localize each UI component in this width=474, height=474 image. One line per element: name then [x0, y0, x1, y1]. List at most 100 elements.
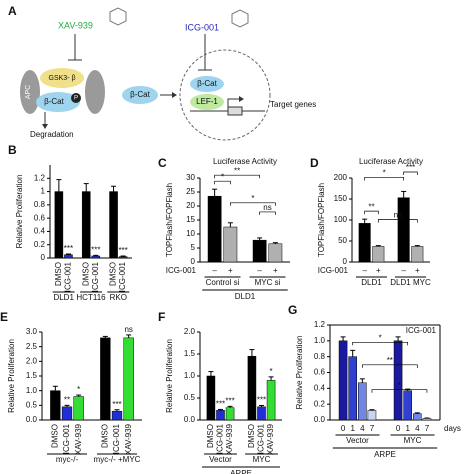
bar-label: – — [401, 266, 406, 275]
bar — [372, 246, 385, 263]
y-tick-label: 1.0 — [314, 336, 326, 345]
panel-letter: G — [288, 303, 297, 317]
bar — [50, 390, 61, 421]
bar — [268, 243, 283, 263]
significance: *** — [216, 400, 225, 409]
significance: *** — [225, 396, 234, 405]
y-tick-label: 200 — [334, 173, 348, 182]
y-tick-label: 100 — [334, 215, 348, 224]
y-tick-label: 0.4 — [34, 227, 46, 236]
bcat-shape — [122, 86, 158, 104]
bar-label: 1 — [405, 424, 410, 433]
x-axis-label: days — [444, 424, 461, 433]
y-tick-label: 0.8 — [314, 352, 326, 361]
y-tick-label: 3.0 — [26, 327, 38, 336]
bar-label: XAV-939 — [225, 423, 234, 455]
bracket — [214, 180, 231, 185]
bracket-label: ** — [368, 202, 374, 211]
bar-label: ICG-001 — [64, 261, 73, 292]
bar — [54, 191, 64, 259]
bar — [411, 246, 424, 263]
group-label: MYC — [404, 436, 422, 445]
bar-label: XAV-939 — [124, 423, 133, 455]
significance: *** — [64, 244, 73, 253]
y-tick-label: 1 — [41, 187, 46, 196]
bar-label: – — [257, 266, 262, 275]
bracket-label: * — [398, 381, 401, 390]
bcat-label: β-Cat — [44, 97, 64, 106]
y-tick-label: 25 — [186, 187, 195, 196]
y-tick-label: 0 — [41, 253, 46, 262]
group-label: DLD1 — [361, 278, 382, 287]
y-tick-label: 1.0 — [26, 386, 38, 395]
bracket — [361, 364, 418, 368]
bracket — [364, 177, 405, 181]
bar-label: DMSO — [206, 424, 215, 448]
significance: ** — [64, 395, 70, 404]
gsk-label: GSK3- β — [49, 75, 76, 82]
bar-label: + — [228, 266, 233, 275]
y-axis-label: TOPFlash/FOPFlash — [165, 183, 174, 257]
significance: ns — [124, 325, 132, 334]
y-tick-label: 0 — [343, 257, 348, 266]
phospho-label: P — [74, 96, 78, 102]
bar — [81, 191, 91, 259]
bar — [111, 410, 123, 421]
bar-label: ICG-001 — [62, 423, 71, 454]
bar-label: DMSO — [81, 262, 90, 286]
bracket — [377, 219, 418, 223]
chart-title: Luciferase Activity — [213, 157, 277, 166]
y-tick-label: 0.6 — [314, 368, 326, 377]
target-label: Target genes — [270, 100, 316, 109]
bracket — [364, 210, 379, 215]
significance: *** — [91, 245, 100, 254]
molecule — [109, 7, 127, 26]
bar-label: 7 — [425, 424, 430, 433]
nucleus — [179, 49, 271, 141]
bracket-label: ns — [394, 211, 402, 220]
y-tick-label: 30 — [186, 173, 195, 182]
group-label: myc-/- — [56, 455, 79, 464]
bar-label: DMSO — [100, 424, 109, 448]
bar-label: XAV-939 — [74, 423, 83, 455]
y-tick-label: 2.0 — [26, 356, 38, 365]
y-tick-label: 0.8 — [34, 200, 46, 209]
gsk-shape — [40, 68, 84, 88]
panel-letter: C — [158, 156, 167, 170]
bcat-shape — [36, 92, 80, 112]
gene-box — [227, 106, 243, 116]
subgroup-label: DLD1 — [235, 292, 256, 301]
bar — [100, 337, 111, 421]
bar — [91, 255, 101, 259]
panel-letter: B — [8, 143, 17, 157]
bar — [109, 191, 118, 259]
bar-label: DMSO — [50, 424, 59, 448]
bar-label: + — [376, 266, 381, 275]
bar — [61, 406, 73, 421]
lef-label: LEF-1 — [196, 97, 218, 106]
bar — [358, 223, 371, 263]
panel-letter: E — [0, 310, 8, 324]
group-label: myc-/- +MYC — [94, 455, 141, 464]
panel-letter: F — [158, 310, 165, 324]
y-tick-label: 0.0 — [26, 415, 38, 424]
y-tick-label: 2.5 — [26, 342, 38, 351]
y-tick-label: 0.2 — [314, 399, 326, 408]
tss-arrow — [227, 98, 240, 107]
bar — [338, 340, 348, 421]
group-label: Vector — [346, 436, 369, 445]
y-tick-label: 10 — [186, 229, 195, 238]
bracket — [352, 341, 409, 346]
bar — [358, 382, 367, 421]
lef-shape — [190, 94, 224, 110]
apc-label: APC — [25, 85, 32, 99]
y-tick-label: 150 — [334, 194, 348, 203]
arrowhead — [239, 96, 244, 102]
bracket — [214, 174, 260, 179]
subgroup-label: ARPE — [230, 469, 252, 474]
apc-shape — [20, 70, 40, 114]
y-tick-label: 1.2 — [314, 320, 326, 329]
group-label: RKO — [110, 293, 127, 302]
bcat-label: β-Cat — [130, 90, 150, 99]
